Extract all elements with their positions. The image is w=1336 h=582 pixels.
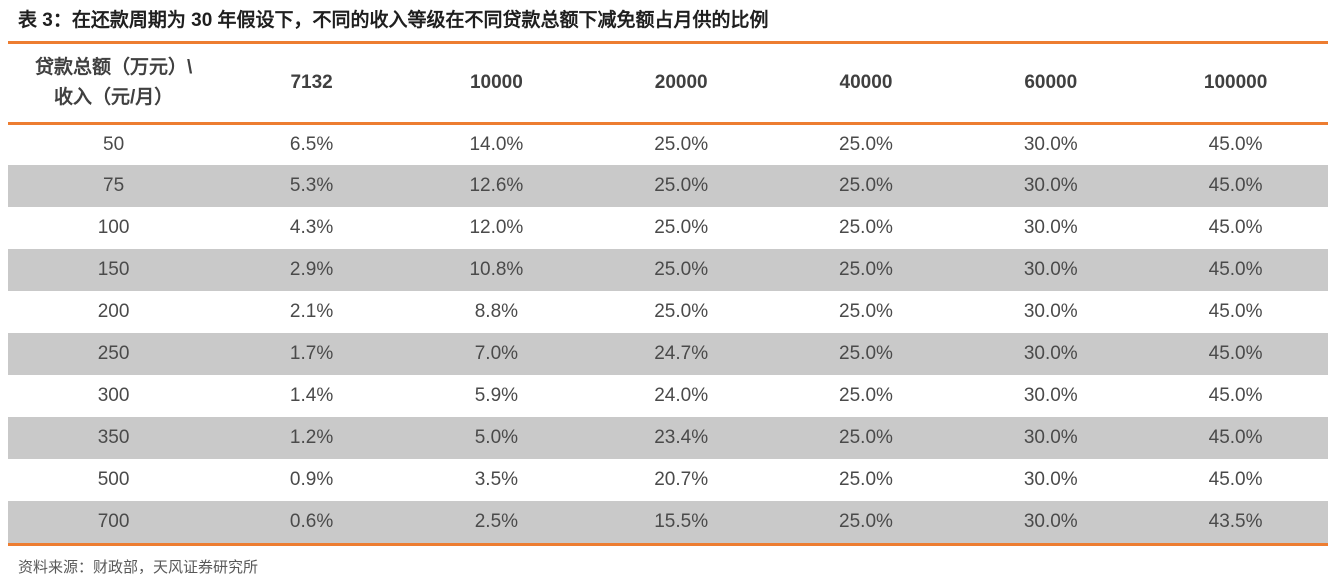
cell-value: 43.5%	[1208, 511, 1263, 532]
source-note: 资料来源：财政部，天风证券研究所	[18, 559, 259, 576]
column-header: 60000	[958, 44, 1144, 123]
cell-value: 12.6%	[469, 175, 524, 196]
cell-value: 25.0%	[839, 343, 893, 364]
cell-value: 25.0%	[839, 175, 893, 196]
cell-value: 14.0%	[469, 133, 524, 155]
cell-value: 23.4%	[654, 427, 709, 448]
cell-value: 45.0%	[1208, 175, 1263, 196]
cell-value: 25.0%	[839, 259, 893, 280]
table-row: 500 0.9% 3.5% 20.7% 25.0% 30.0% 45.0%	[8, 459, 1328, 501]
cell-value: 45.0%	[1208, 217, 1263, 238]
cell-value: 25.0%	[654, 175, 709, 196]
cell-value: 25.0%	[839, 301, 893, 322]
column-header: 40000	[773, 44, 959, 123]
cell-value: 30.0%	[1023, 259, 1078, 280]
cell-value: 2.5%	[474, 511, 519, 532]
cell-value: 5.9%	[474, 385, 519, 406]
column-header: 7132	[219, 44, 404, 123]
cell-value: 45.0%	[1208, 385, 1263, 406]
cell-value: 3.5%	[474, 469, 519, 490]
cell-value: 10.8%	[469, 259, 524, 280]
cell-value: 5.3%	[289, 175, 334, 196]
cell-value: 30.0%	[1023, 427, 1078, 448]
cell-value: 25.0%	[839, 133, 893, 155]
row-label: 50	[103, 133, 125, 155]
column-header: 20000	[588, 44, 774, 123]
cell-value: 30.0%	[1023, 469, 1078, 490]
cell-value: 25.0%	[839, 469, 893, 490]
row-label: 100	[97, 217, 130, 238]
divider-top	[8, 41, 1328, 44]
cell-value: 8.8%	[474, 301, 519, 322]
row-label: 350	[97, 427, 130, 448]
table-row: 350 1.2% 5.0% 23.4% 25.0% 30.0% 45.0%	[8, 417, 1328, 459]
cell-value: 30.0%	[1023, 133, 1078, 155]
cell-value: 45.0%	[1208, 469, 1263, 490]
column-header: 10000	[403, 44, 589, 123]
cell-value: 30.0%	[1023, 175, 1078, 196]
cell-value: 25.0%	[654, 259, 709, 280]
cell-value: 24.7%	[654, 343, 709, 364]
table-body: 50 6.5% 14.0% 25.0% 25.0% 30.0% 45.0% 75 5.3% 12.…	[8, 123, 1328, 543]
cell-value: 45.0%	[1208, 301, 1263, 322]
row-label: 250	[97, 343, 130, 364]
loan-income-table: 贷款总额（万元）\ 收入（元/月） 7132 10000 20000 40000…	[8, 44, 1328, 543]
cell-value: 2.9%	[289, 259, 334, 280]
table-row: 700 0.6% 2.5% 15.5% 25.0% 30.0% 43.5%	[8, 501, 1328, 543]
table-row: 100 4.3% 12.0% 25.0% 25.0% 30.0% 45.0%	[8, 207, 1328, 249]
cell-value: 2.1%	[289, 301, 334, 322]
cell-value: 4.3%	[289, 217, 334, 238]
table-row: 75 5.3% 12.6% 25.0% 25.0% 30.0% 45.0%	[8, 165, 1328, 207]
table-row: 250 1.7% 7.0% 24.7% 25.0% 30.0% 45.0%	[8, 333, 1328, 375]
cell-value: 1.7%	[289, 343, 334, 364]
cell-value: 6.5%	[289, 133, 334, 155]
cell-value: 1.2%	[289, 427, 334, 448]
table-row: 300 1.4% 5.9% 24.0% 25.0% 30.0% 45.0%	[8, 375, 1328, 417]
cell-value: 25.0%	[654, 217, 709, 238]
table-row: 50 6.5% 14.0% 25.0% 25.0% 30.0% 45.0%	[8, 123, 1328, 165]
column-header: 100000	[1143, 44, 1328, 123]
cell-value: 25.0%	[839, 511, 893, 532]
corner-header-line2: 收入（元/月）	[53, 86, 174, 108]
table-title: 表 3：在还款周期为 30 年假设下，不同的收入等级在不同贷款总额下减免额占月供…	[18, 10, 769, 31]
cell-value: 25.0%	[654, 301, 709, 322]
row-label: 150	[97, 259, 130, 280]
cell-value: 1.4%	[289, 385, 334, 406]
cell-value: 30.0%	[1023, 343, 1078, 364]
cell-value: 0.9%	[289, 469, 334, 490]
cell-value: 12.0%	[469, 217, 524, 238]
cell-value: 30.0%	[1023, 511, 1078, 532]
cell-value: 30.0%	[1023, 301, 1078, 322]
row-label: 500	[97, 469, 130, 490]
cell-value: 7.0%	[474, 343, 519, 364]
cell-value: 0.6%	[289, 511, 334, 532]
cell-value: 25.0%	[839, 217, 893, 238]
cell-value: 30.0%	[1023, 217, 1078, 238]
header-row: 贷款总额（万元）\ 收入（元/月） 7132 10000 20000 40000…	[8, 44, 1328, 123]
row-label: 75	[103, 175, 125, 196]
cell-value: 25.0%	[839, 427, 893, 448]
cell-value: 25.0%	[654, 133, 709, 155]
cell-value: 5.0%	[474, 427, 519, 448]
row-label: 200	[97, 301, 130, 322]
cell-value: 45.0%	[1208, 343, 1263, 364]
cell-value: 30.0%	[1023, 385, 1078, 406]
row-label: 700	[97, 511, 130, 532]
corner-header: 贷款总额（万元）\ 收入（元/月）	[8, 44, 220, 123]
cell-value: 45.0%	[1208, 427, 1263, 448]
cell-value: 20.7%	[654, 469, 709, 490]
table-row: 150 2.9% 10.8% 25.0% 25.0% 30.0% 45.0%	[8, 249, 1328, 291]
cell-value: 15.5%	[654, 511, 709, 532]
divider-bottom	[8, 543, 1328, 546]
cell-value: 45.0%	[1208, 133, 1263, 155]
table-row: 200 2.1% 8.8% 25.0% 25.0% 30.0% 45.0%	[8, 291, 1328, 333]
cell-value: 45.0%	[1208, 259, 1263, 280]
cell-value: 24.0%	[654, 385, 709, 406]
corner-header-line1: 贷款总额（万元）\	[34, 56, 193, 78]
cell-value: 25.0%	[839, 385, 893, 406]
row-label: 300	[97, 385, 130, 406]
